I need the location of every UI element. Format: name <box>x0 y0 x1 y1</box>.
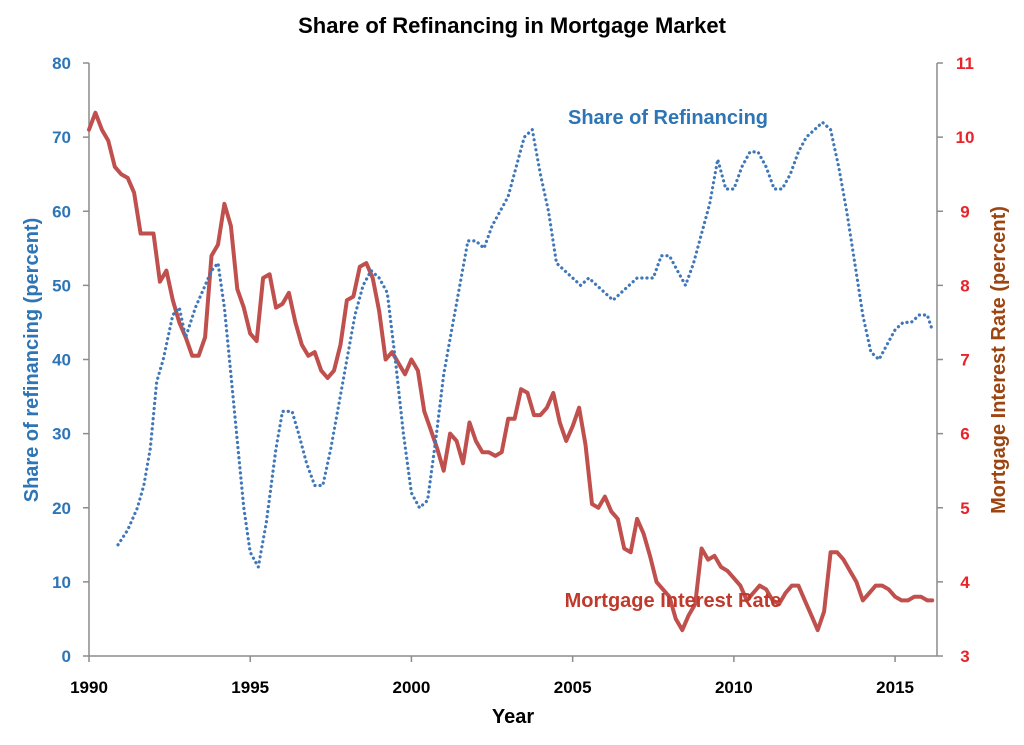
x-axis-label: Year <box>492 706 534 728</box>
y-left-tick-label: 70 <box>52 128 71 147</box>
y-right-tick-label: 3 <box>960 647 969 666</box>
y-left-tick-label: 80 <box>52 54 71 73</box>
y-right-tick-label: 7 <box>960 351 969 370</box>
y-right-tick-label: 10 <box>956 128 975 147</box>
x-tick-label: 2005 <box>554 678 592 697</box>
y-left-tick-label: 30 <box>52 425 71 444</box>
y-left-tick-label: 50 <box>52 276 71 295</box>
series-line-mortgage-rate <box>87 110 935 633</box>
y-right-tick-label: 5 <box>960 499 969 518</box>
chart-title: Share of Refinancing in Mortgage Market <box>298 13 727 38</box>
y-right-tick-label: 9 <box>960 202 969 221</box>
refi-annotation: Share of Refinancing <box>568 107 768 129</box>
y-right-tick-label: 4 <box>960 573 970 592</box>
y-axis-label-right: Mortgage Interest Rate (percent) <box>988 206 1010 514</box>
series-line-share-of-refinancing <box>116 120 934 569</box>
x-tick-label: 1990 <box>70 678 108 697</box>
y-left-tick-label: 0 <box>62 647 71 666</box>
y-axis-label-left: Share of refinancing (percent) <box>21 218 43 503</box>
y-left-tick-label: 60 <box>52 202 71 221</box>
series-layer <box>87 110 935 633</box>
axes <box>88 63 938 657</box>
x-tick-label: 2015 <box>876 678 914 697</box>
y-right-tick-label: 6 <box>960 425 969 444</box>
y-left-tick-label: 20 <box>52 499 71 518</box>
ticks: 1990 1995 2000 2005 2010 2015 0 10 20 30 40 50 60 70 8… <box>52 54 974 697</box>
y-left-tick-label: 10 <box>52 573 71 592</box>
y-right-tick-label: 11 <box>956 54 974 73</box>
x-tick-label: 2000 <box>393 678 431 697</box>
y-right-tick-label: 8 <box>960 276 969 295</box>
rate-annotation: Mortgage Interest Rate <box>565 590 782 612</box>
x-tick-label: 2010 <box>715 678 753 697</box>
x-tick-label: 1995 <box>231 678 269 697</box>
y-left-tick-label: 40 <box>52 351 71 370</box>
